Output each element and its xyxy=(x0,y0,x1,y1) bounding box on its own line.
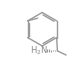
Text: H$_2$N: H$_2$N xyxy=(30,44,48,57)
